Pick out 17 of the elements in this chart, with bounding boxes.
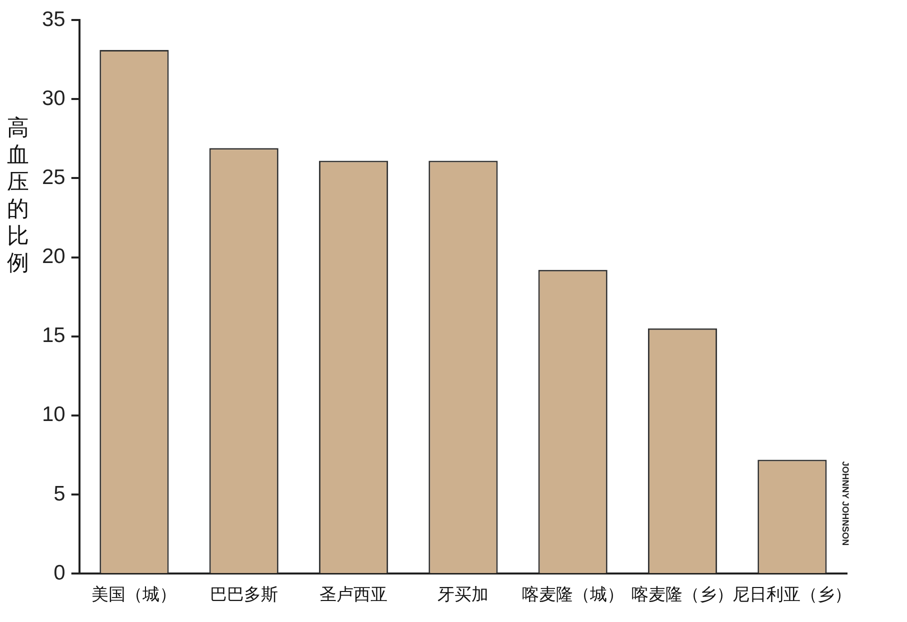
y-tick-label: 15 [42,324,66,348]
y-tick-label: 0 [54,561,66,584]
x-tick-label: 尼日利亚（乡） [732,585,852,606]
y-tick-label: 30 [42,86,66,110]
x-tick-label: 喀麦隆（乡） [632,585,734,606]
x-tick-label: 美国（城） [92,585,177,606]
x-tick-label: 喀麦隆（城） [522,585,624,606]
y-axis-title: 高血压的比例 [6,115,30,277]
y-tick-label: 10 [42,403,66,426]
annotation: JOHNNY JOHNSON [840,461,851,546]
x-tick-label: 圣卢西亚 [320,585,388,606]
y-tick-label: 5 [54,482,66,506]
x-tick-label: 牙买加 [438,585,489,606]
y-tick-label: 20 [42,245,66,268]
y-tick-label: 25 [42,166,66,189]
y-tick-label: 35 [42,8,66,31]
x-tick-label: 巴巴多斯 [210,585,278,606]
